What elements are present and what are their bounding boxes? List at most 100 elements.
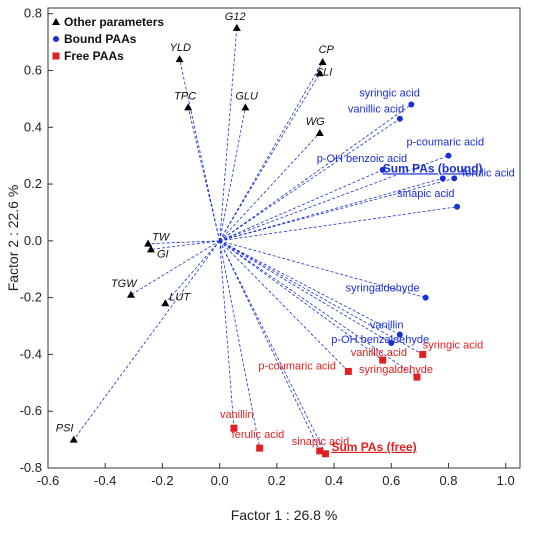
- vector-tgw: [130, 240, 220, 296]
- point-sum-pas-bound: [439, 175, 446, 182]
- label-p-oh-benzaldehyde: p-OH benzaldehyde: [331, 334, 429, 346]
- point-lut: [161, 299, 170, 307]
- plot-frame: [47, 7, 521, 469]
- x-tick-label: 0.2: [268, 473, 286, 488]
- label-cp: CP: [319, 44, 335, 56]
- point-vanillin: [230, 424, 238, 432]
- vector-vanillin: [219, 240, 401, 335]
- label-sinapic-acid: sinapic acid: [397, 188, 454, 200]
- point-tpc: [184, 103, 193, 111]
- point-syringic-acid: [419, 350, 427, 358]
- vector-sinapic-acid: [219, 240, 321, 452]
- vector-p-coumaric-acid: [219, 155, 449, 242]
- label-yld: YLD: [170, 42, 191, 54]
- label-g12: G12: [225, 11, 246, 23]
- label-syringaldehyde: syringaldehyde: [359, 364, 433, 376]
- point-syringaldehyde: [422, 294, 429, 301]
- vector-tw: [148, 240, 220, 245]
- legend-marker-circle: [53, 36, 59, 42]
- vector-ferulic-acid: [219, 240, 261, 449]
- point-p-coumaric-acid: [344, 367, 352, 375]
- label-tw: TW: [152, 232, 171, 244]
- label-p-coumaric-acid: p-coumaric acid: [258, 360, 336, 372]
- point-p-coumaric-acid: [445, 152, 452, 159]
- vector-vanillic-acid: [219, 118, 401, 242]
- legend: Other parameters Bound PAAs Free PAAs: [52, 15, 164, 63]
- x-tick-label: -0.2: [151, 473, 173, 488]
- point-psi: [69, 435, 78, 443]
- point-tgw: [126, 290, 135, 298]
- x-tick-label: 0.6: [382, 473, 400, 488]
- point-vanillic-acid: [379, 356, 387, 364]
- point-cp: [318, 57, 327, 65]
- y-tick-label: -0.4: [20, 346, 42, 361]
- label-lut: LUT: [169, 291, 191, 303]
- x-tick-label: -0.4: [94, 473, 116, 488]
- label-tgw: TGW: [111, 278, 138, 290]
- point-yld: [175, 55, 184, 63]
- vector-syringaldehyde: [219, 240, 426, 299]
- vector-ferulic-acid: [219, 177, 455, 242]
- vector-psi: [73, 240, 220, 440]
- label-syringaldehyde: syringaldehyde: [346, 283, 420, 295]
- label-sum-pas-bound: Sum PAs (bound): [383, 161, 483, 175]
- point-glu: [241, 103, 250, 111]
- vector-vanillin: [219, 240, 235, 429]
- x-tick-label: 1.0: [497, 473, 515, 488]
- label-sinapic-acid: sinapic acid: [292, 436, 349, 448]
- y-tick-label: -0.8: [20, 460, 42, 475]
- label-gi: GI: [157, 248, 169, 260]
- vector-sli: [219, 73, 321, 242]
- vector-vanillic-acid: [219, 240, 383, 361]
- vector-syringic-acid: [219, 240, 423, 355]
- label-syringic-acid: syringic acid: [423, 339, 484, 351]
- vector-p-oh-benzoic-acid: [219, 169, 383, 242]
- legend-label-free-paas: Free PAAs: [64, 49, 124, 63]
- label-vanillin: vanillin: [370, 320, 404, 332]
- y-tick-label: 0.8: [24, 6, 42, 21]
- y-tick-label: 0.2: [24, 176, 42, 191]
- y-tick-label: 0.4: [24, 119, 42, 134]
- y-tick-label: 0.6: [24, 62, 42, 77]
- label-vanillic-acid: vanillic acid: [351, 347, 407, 359]
- y-tick-label: -0.6: [20, 403, 42, 418]
- point-g12: [232, 23, 241, 31]
- point-p-oh-benzoic-acid: [379, 166, 386, 173]
- label-p-oh-benzoic-acid: p-OH benzoic acid: [317, 153, 408, 165]
- vector-p-oh-benzaldehyde: [219, 240, 392, 344]
- point-labels: G12 YLD CP SLI TPC GLU WG TW GI TGW LUT PSI syringic…: [56, 11, 515, 454]
- vector-wg: [219, 132, 321, 242]
- loading-points: [69, 23, 461, 458]
- vector-gi: [150, 240, 220, 250]
- point-sinapic-acid: [316, 447, 324, 455]
- legend-label-bound-paas: Bound PAAs: [64, 32, 137, 46]
- y-tick-label: 0.0: [24, 233, 42, 248]
- point-p-oh-benzaldehyde: [388, 340, 395, 347]
- point-syringaldehyde: [413, 373, 421, 381]
- label-vanillic-acid: vanillic acid: [348, 104, 404, 116]
- vector-sum-pas-bound: [219, 177, 443, 242]
- vector-syringic-acid: [219, 104, 412, 242]
- point-gi: [146, 245, 155, 253]
- label-wg: WG: [306, 116, 325, 128]
- point-sli: [315, 69, 324, 77]
- vector-g12: [219, 27, 238, 241]
- label-vanillin: vanillin: [220, 409, 254, 421]
- x-tick-label: -0.6: [37, 473, 59, 488]
- vector-tpc: [187, 107, 221, 241]
- legend-marker-triangle: [52, 18, 60, 25]
- x-tick-label: 0.4: [325, 473, 343, 488]
- vector-glu: [219, 107, 246, 241]
- vector-cp: [219, 61, 323, 242]
- vector-yld: [179, 59, 221, 241]
- legend-marker-square: [52, 52, 60, 60]
- legend-label-other-parameters: Other parameters: [64, 15, 164, 29]
- label-ferulic-acid: ferulic acid: [232, 429, 285, 441]
- vector-sinapic-acid: [219, 206, 458, 242]
- point-sum-pas-free: [321, 450, 329, 458]
- point-vanillin: [396, 331, 403, 338]
- point-vanillic-acid: [396, 115, 403, 122]
- point-wg: [315, 128, 324, 136]
- x-axis-title: Factor 1 : 26.8 %: [231, 507, 338, 523]
